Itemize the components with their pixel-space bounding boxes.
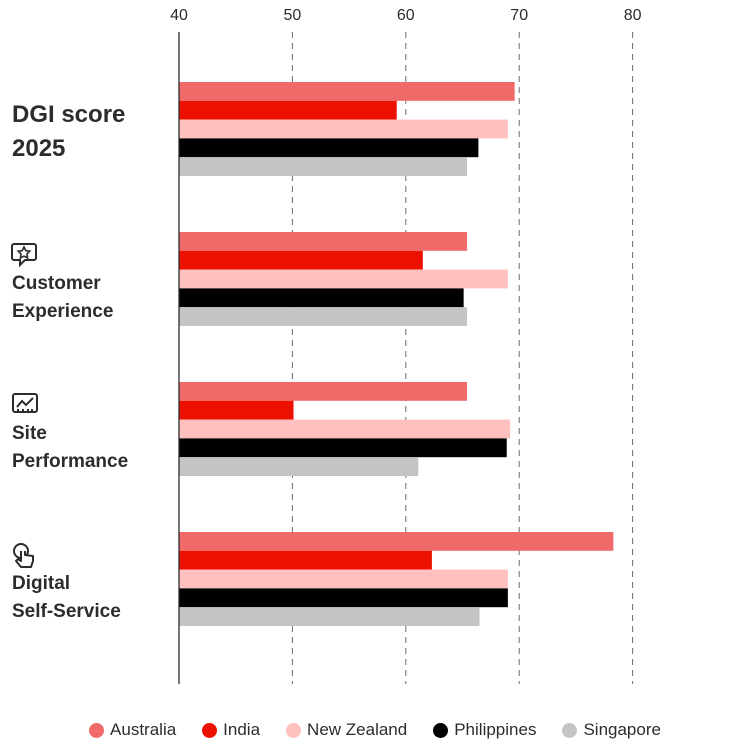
legend-item: Philippines <box>433 720 536 740</box>
category-labels: DGI score 2025 Customer Experience Site Perfo… <box>11 101 128 622</box>
chart-monitor-icon <box>12 393 38 413</box>
bar-australia <box>179 382 468 401</box>
legend-swatch <box>433 722 449 738</box>
legend-swatch <box>89 722 105 738</box>
category-label: Experience <box>12 301 113 322</box>
x-axis-ticks: 40 50 60 70 80 <box>170 7 641 24</box>
category-label: Self-Service <box>12 601 121 622</box>
bar-singapore <box>179 307 468 326</box>
bar-new-zealand <box>179 269 508 289</box>
legend-label: Australia <box>110 720 177 739</box>
x-tick-label: 70 <box>510 7 528 24</box>
bar-new-zealand <box>179 419 511 439</box>
bar-india <box>179 550 432 570</box>
bar-singapore <box>179 457 419 476</box>
bars <box>179 82 614 626</box>
bar-australia <box>179 232 468 251</box>
legend-item: Australia <box>89 720 176 740</box>
bar-new-zealand <box>179 119 508 139</box>
bar-philippines <box>179 438 507 458</box>
bar-australia <box>179 82 515 101</box>
legend-item: India <box>202 720 260 740</box>
bar-india <box>179 250 423 270</box>
chat-star-icon <box>11 243 37 268</box>
legend-label: India <box>223 720 261 739</box>
bar-singapore <box>179 157 468 176</box>
legend-label: Singapore <box>583 720 661 739</box>
x-tick-label: 80 <box>624 7 642 24</box>
legend-label: New Zealand <box>307 720 408 739</box>
category-label: 2025 <box>12 135 65 162</box>
bar-australia <box>179 532 614 551</box>
legend-swatch <box>562 722 578 738</box>
legend-swatch <box>286 722 302 738</box>
bar-india <box>179 100 397 120</box>
category-label: Digital <box>12 573 70 594</box>
legend-label: Philippines <box>454 720 537 739</box>
bar-india <box>179 400 294 420</box>
bar-new-zealand <box>179 569 508 589</box>
dgi-bar-chart: 40 50 60 70 80 DGI score 2025 Customer Experien… <box>11 7 642 684</box>
legend-swatch <box>202 722 218 738</box>
bar-singapore <box>179 607 480 626</box>
bar-philippines <box>179 288 464 308</box>
x-tick-label: 50 <box>284 7 302 24</box>
category-label: Customer <box>12 273 101 294</box>
bar-philippines <box>179 138 479 158</box>
x-tick-label: 60 <box>397 7 415 24</box>
legend-item: New Zealand <box>286 720 407 740</box>
touch-gesture-icon <box>13 543 34 568</box>
category-label: Performance <box>12 451 128 472</box>
bar-philippines <box>179 588 508 608</box>
legend: Australia India New Zealand Philippines Sing… <box>0 718 750 742</box>
category-label: DGI score <box>12 101 125 128</box>
x-tick-label: 40 <box>170 7 188 24</box>
legend-item: Singapore <box>562 720 661 740</box>
category-label: Site <box>12 423 47 444</box>
